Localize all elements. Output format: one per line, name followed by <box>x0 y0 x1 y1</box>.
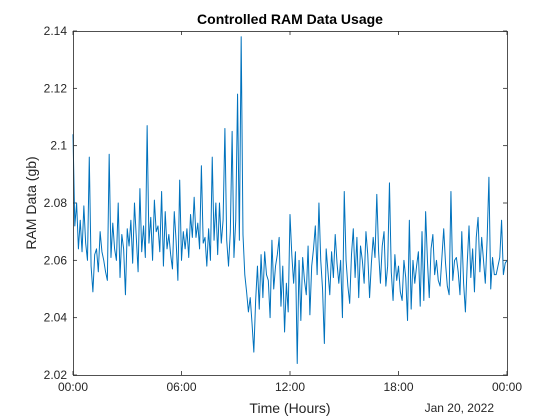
plot-area <box>73 31 507 375</box>
y-tick-label: 2.12 <box>44 81 68 95</box>
y-tick-label: 2.1 <box>50 139 67 153</box>
chart-title: Controlled RAM Data Usage <box>197 11 383 27</box>
x-tick-label: 18:00 <box>383 380 413 394</box>
date-label: Jan 20, 2022 <box>425 401 495 415</box>
y-tick-label: 2.06 <box>44 253 68 267</box>
y-tick-label: 2.08 <box>44 196 68 210</box>
x-axis-label: Time (Hours) <box>249 400 330 416</box>
x-tick-labels: 00:00 06:00 12:00 18:00 00:00 <box>58 380 522 394</box>
x-tick-label: 00:00 <box>492 380 522 394</box>
y-tick-label: 2.04 <box>44 311 68 325</box>
tick-marks <box>72 30 508 376</box>
y-tick-label: 2.14 <box>44 24 68 38</box>
x-tick-label: 12:00 <box>275 380 305 394</box>
y-tick-labels: 2.02 2.04 2.06 2.08 2.1 2.12 2.14 <box>44 24 68 382</box>
x-tick-label: 00:00 <box>58 380 88 394</box>
y-tick-label: 2.02 <box>44 368 68 382</box>
x-tick-label: 06:00 <box>166 380 196 394</box>
series-line <box>72 36 508 365</box>
y-axis-label: RAM Data (gb) <box>23 156 39 249</box>
axes-box <box>73 31 508 376</box>
